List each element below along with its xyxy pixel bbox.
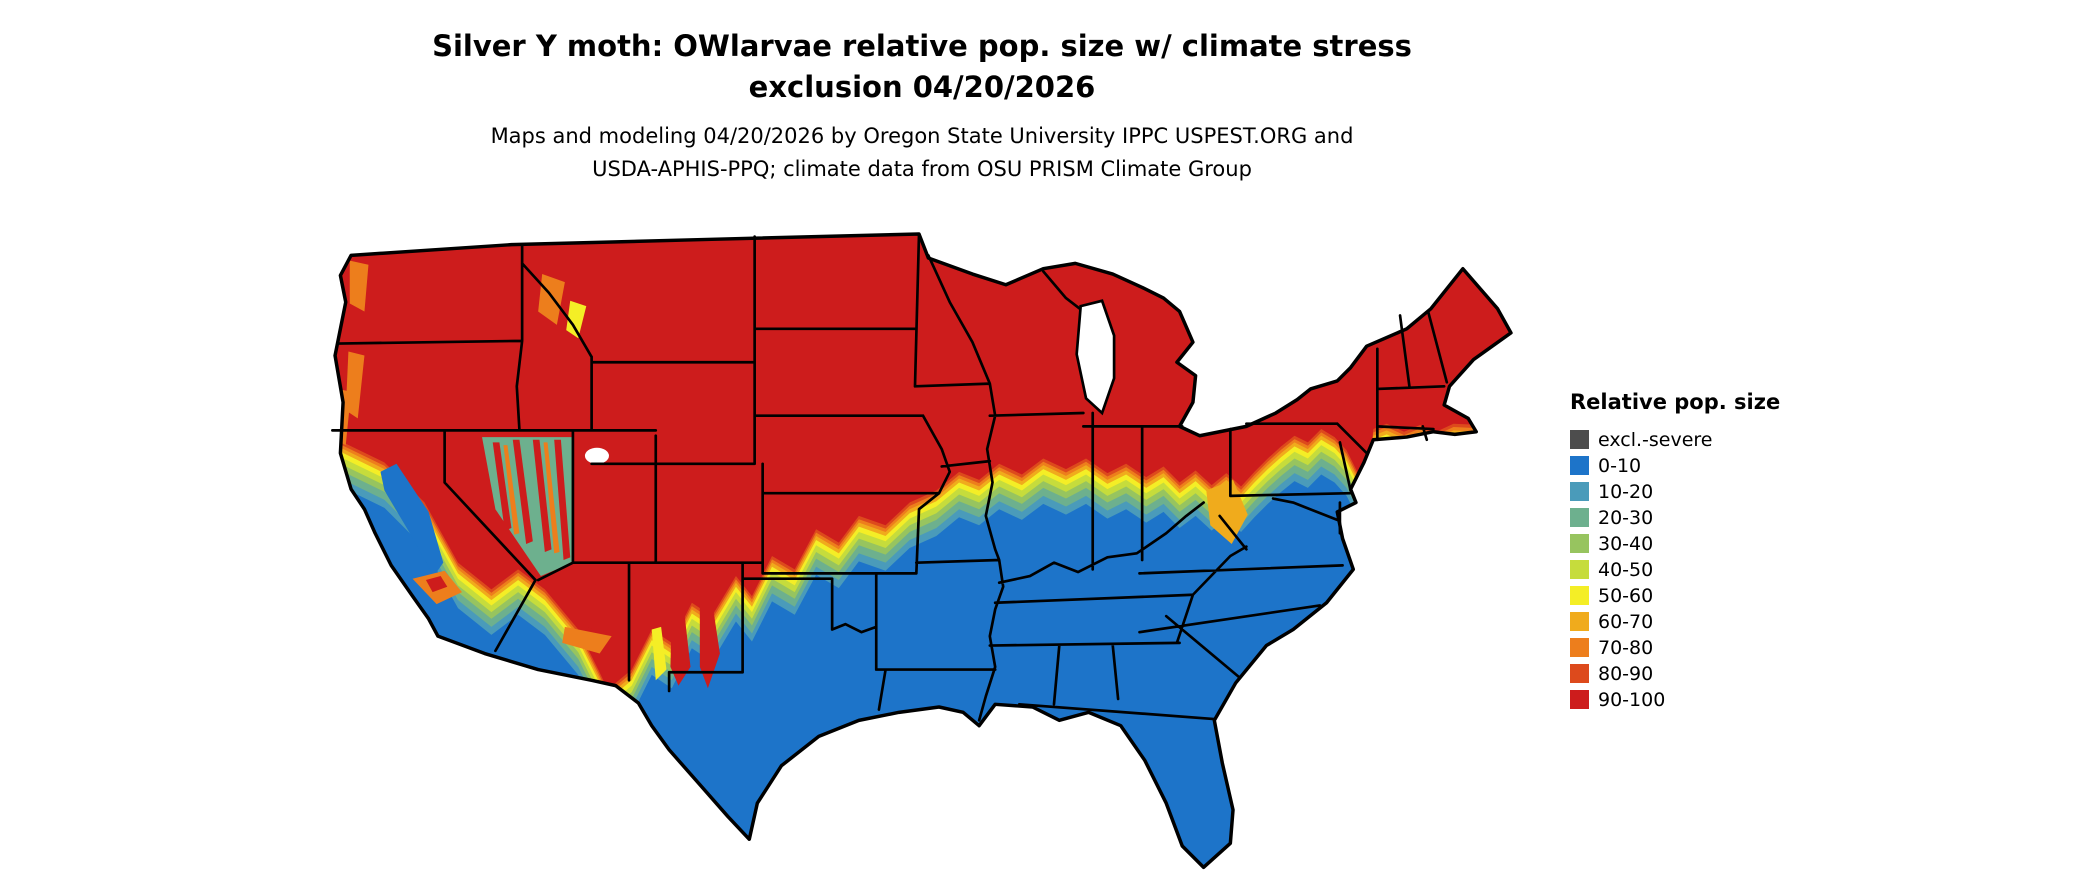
nm-range-2	[699, 600, 720, 689]
subtitle-line-1: Maps and modeling 04/20/2026 by Oregon S…	[490, 124, 1354, 148]
legend-item: excl.-severe	[1570, 427, 1830, 452]
az-fringe-patch	[562, 626, 612, 654]
legend-swatch	[1570, 508, 1589, 527]
puget-patch	[349, 260, 369, 312]
legend-label: 10-20	[1598, 480, 1654, 503]
page-title: Silver Y moth: OWlarvae relative pop. si…	[0, 26, 1844, 108]
socal-red-patch	[425, 576, 448, 593]
subtitle-line-2: USDA-APHIS-PPQ; climate data from OSU PR…	[592, 157, 1252, 181]
nv-range-3	[532, 439, 552, 552]
legend-title: Relative pop. size	[1570, 390, 1781, 414]
legend-label: 70-80	[1598, 636, 1654, 659]
nv-range-2	[512, 439, 533, 544]
legend-swatch	[1570, 482, 1589, 501]
legend-label: 0-10	[1598, 454, 1642, 477]
legend: Relative pop. size excl.-severe 0-10 10-…	[1570, 390, 1830, 713]
legend-item: 90-100	[1570, 687, 1830, 712]
us-map-svg	[331, 232, 1513, 870]
central-valley-patch	[380, 463, 444, 577]
nm-range-1	[670, 608, 691, 686]
state-borders	[331, 232, 1449, 722]
legend-item: 10-20	[1570, 479, 1830, 504]
legend-label: 20-30	[1598, 506, 1654, 529]
legend-item: 40-50	[1570, 557, 1830, 582]
legend-swatch	[1570, 664, 1589, 683]
subtitle: Maps and modeling 04/20/2026 by Oregon S…	[0, 120, 1844, 186]
title-line-2: exclusion 04/20/2026	[748, 70, 1096, 104]
us-map	[311, 228, 1527, 884]
legend-label: excl.-severe	[1598, 428, 1713, 451]
legend-item: 20-30	[1570, 505, 1830, 530]
az-highlands-patch	[558, 584, 628, 635]
legend-label: 30-40	[1598, 532, 1654, 555]
nv-range-4	[554, 439, 571, 561]
legend-item: 50-60	[1570, 583, 1830, 608]
legend-swatch	[1570, 534, 1589, 553]
legend-swatch	[1570, 690, 1589, 709]
great-salt-lake	[584, 447, 609, 464]
map-fill-layers	[335, 233, 1511, 868]
legend-swatch	[1570, 638, 1589, 657]
legend-swatch	[1570, 456, 1589, 475]
legend-label: 80-90	[1598, 662, 1654, 685]
legend-swatch	[1570, 612, 1589, 631]
nm-fringe-patch	[651, 626, 667, 681]
mt-valley-patch	[566, 300, 587, 339]
title-line-1: Silver Y moth: OWlarvae relative pop. si…	[432, 29, 1412, 63]
legend-item: 30-40	[1570, 531, 1830, 556]
legend-swatch	[1570, 586, 1589, 605]
nv-range-6	[543, 442, 560, 554]
legend-item: 0-10	[1570, 453, 1830, 478]
lake-michigan	[1075, 299, 1116, 416]
willamette-patch	[345, 351, 365, 419]
legend-swatch	[1570, 430, 1589, 449]
legend-label: 60-70	[1598, 610, 1654, 633]
legend-swatch	[1570, 560, 1589, 579]
legend-label: 90-100	[1598, 688, 1666, 711]
legend-label: 50-60	[1598, 584, 1654, 607]
legend-item: 80-90	[1570, 661, 1830, 686]
legend-label: 40-50	[1598, 558, 1654, 581]
nv-range-5	[503, 445, 520, 535]
legend-item: 70-80	[1570, 635, 1830, 660]
nv-range-1	[492, 442, 512, 531]
legend-item: 60-70	[1570, 609, 1830, 634]
